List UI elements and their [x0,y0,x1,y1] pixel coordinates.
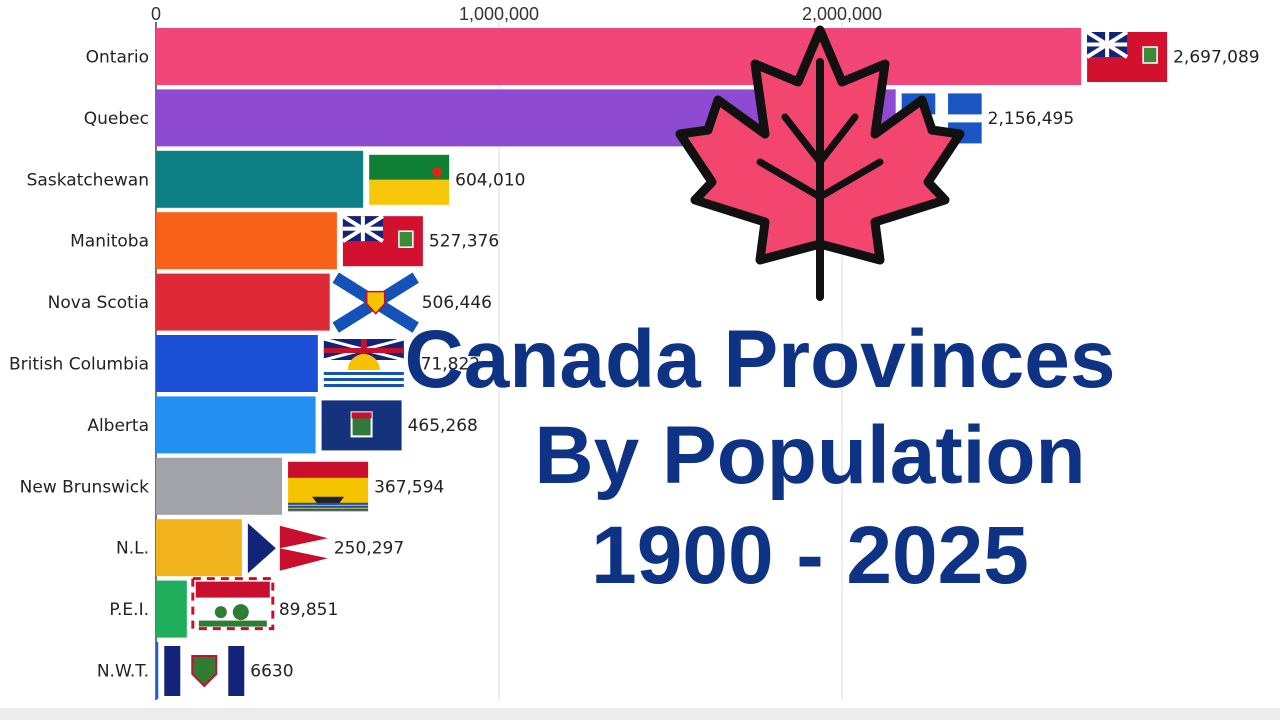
nwt-flag-icon [164,646,245,696]
value-label: 6630 [250,662,293,682]
category-label: Nova Scotia [48,293,149,313]
bottom-shade [0,708,1280,720]
saskatchewan-flag-icon [369,154,450,205]
value-label: 506,446 [422,293,492,313]
category-label: N.L. [116,539,149,559]
bar [156,580,187,638]
value-label: 2,156,495 [988,109,1075,129]
category-label: British Columbia [9,355,149,375]
category-label: Alberta [87,416,149,436]
category-label: Saskatchewan [27,170,149,190]
value-label: 250,297 [334,539,404,559]
maple-leaf-icon [675,25,965,301]
bar [156,28,1082,85]
bar [156,150,364,208]
bar [156,212,337,270]
bar [156,457,283,515]
value-label: 89,851 [279,600,338,620]
category-label: New Brunswick [20,477,150,497]
value-label: 527,376 [429,232,499,252]
category-label: N.W.T. [97,662,149,682]
value-label: 604,010 [455,170,525,190]
bar [156,335,318,392]
title-line-2: By Population [534,410,1086,501]
bar [156,273,330,331]
x-tick-label: 0 [151,4,161,24]
category-label: P.E.I. [109,600,149,620]
bar [156,642,159,699]
category-label: Quebec [84,109,149,129]
value-label: 2,697,089 [1173,48,1260,68]
alberta-flag-icon [321,400,402,451]
x-tick-label: 2,000,000 [802,4,882,24]
category-label: Manitoba [70,232,149,252]
title-line-3: 1900 - 2025 [591,510,1029,601]
newfoundland-flag-icon [247,523,328,574]
title-line-1: Canada Provinces [404,314,1116,405]
british-columbia-flag-icon [323,337,405,387]
manitoba-flag-icon [341,214,423,267]
value-label: 465,268 [408,416,478,436]
bar [156,396,316,454]
pei-flag-icon [191,577,275,631]
value-label: 367,594 [374,477,444,497]
bar [156,519,242,577]
new-brunswick-flag-icon [288,461,369,512]
value-label: 471,822 [410,355,480,375]
category-label: Ontario [86,48,149,68]
nova-scotia-flag-icon [332,272,419,333]
x-tick-label: 1,000,000 [459,4,539,24]
ontario-flag-icon [1086,30,1168,82]
